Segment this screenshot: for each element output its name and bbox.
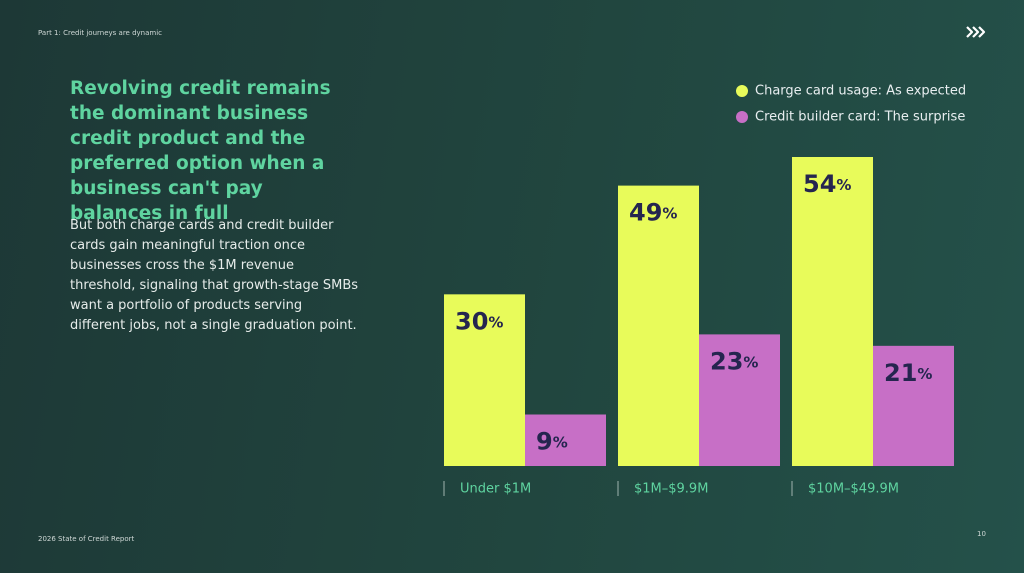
x-tick-label: Under $1M [460, 482, 531, 497]
value-label: 23% [710, 347, 758, 375]
x-tick-label: $1M–$9.9M [634, 482, 708, 497]
bar [873, 345, 954, 466]
value-label-part: % [743, 353, 758, 371]
legend-swatch [736, 111, 748, 123]
value-label-part: 21 [884, 359, 917, 387]
headline: Revolving credit remains the dominant bu… [70, 78, 331, 224]
value-label: 54% [803, 170, 851, 198]
report-name: 2026 State of Credit Report [38, 535, 135, 543]
value-label-part: % [662, 204, 677, 222]
value-label-part: % [553, 433, 568, 451]
value-label-part: % [836, 176, 851, 194]
bar [618, 185, 699, 466]
bar [699, 334, 780, 466]
value-label-part: 54 [803, 170, 836, 198]
value-label-part: 30 [455, 307, 488, 335]
page-number: 10 [977, 530, 986, 538]
logo [966, 26, 986, 38]
body-text: But both charge cards and credit builder… [70, 218, 359, 333]
value-label-part: % [917, 364, 932, 382]
value-label-part: 23 [710, 347, 743, 375]
bar [444, 294, 525, 466]
legend-swatch [736, 85, 748, 97]
value-label-part: % [488, 313, 503, 331]
value-label: 49% [629, 199, 677, 227]
legend-label: Charge card usage: As expected [755, 84, 966, 99]
bar [792, 157, 873, 466]
bar [525, 414, 606, 466]
value-label-part: 49 [629, 199, 662, 227]
value-label-part: 9 [536, 428, 553, 456]
section-label: Part 1: Credit journeys are dynamic [38, 29, 163, 37]
legend-label: Credit builder card: The surprise [755, 110, 965, 125]
value-label: 21% [884, 359, 932, 387]
x-tick-label: $10M–$49.9M [808, 482, 899, 497]
value-label: 30% [455, 307, 503, 335]
value-label: 9% [536, 428, 568, 456]
